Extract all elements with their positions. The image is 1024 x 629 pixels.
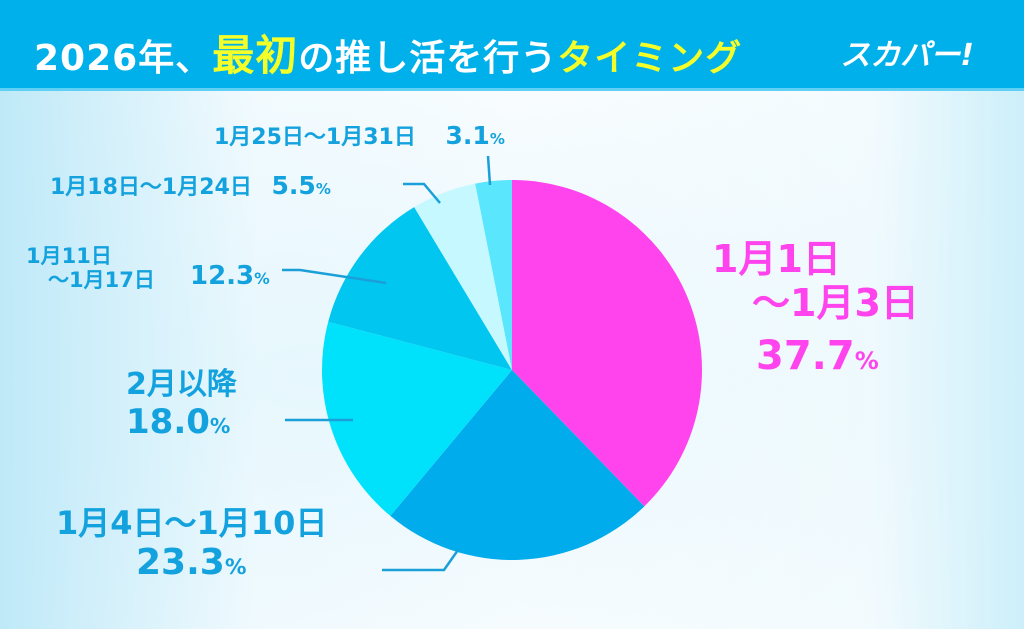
slice-label-3: 1月11日 ～1月17日 xyxy=(26,244,155,292)
label-line: 1月4日～1月10日 xyxy=(56,504,328,542)
leader-line xyxy=(282,268,387,285)
title-part: の推し活を行う xyxy=(298,38,558,79)
brand-logo: スカパー! xyxy=(840,38,974,73)
slice-label-4: 1月18日～1月24日 5.5% xyxy=(50,171,331,201)
pie-slice-4 xyxy=(414,183,512,370)
label-line: 1月11日 xyxy=(26,244,112,268)
pie-slice-2 xyxy=(322,321,512,516)
slice-value-4: 5.5% xyxy=(271,171,331,200)
chart-title: 2026年、最初の推し活を行うタイミング xyxy=(34,22,742,83)
slice-label-0: 1月1日 ～1月3日 37.7% xyxy=(712,237,919,380)
label-line: ～1月3日 xyxy=(752,280,919,325)
label-line: 1月18日～1月24日 xyxy=(50,175,252,200)
header-bar: 2026年、最初の推し活を行うタイミング スカパー! xyxy=(0,0,1024,91)
title-part: 2026年、 xyxy=(34,38,213,79)
pie-slice-1 xyxy=(390,370,645,560)
slice-value-2: 18.0% xyxy=(126,401,231,442)
leader-line xyxy=(486,155,492,186)
slice-label-5: 1月25日～1月31日 3.1% xyxy=(214,121,505,151)
slice-value-0: 37.7% xyxy=(756,333,879,380)
slice-label-2: 2月以降 18.0% xyxy=(126,367,237,442)
label-line: 1月1日 xyxy=(712,237,841,281)
title-highlight: タイミング xyxy=(557,38,743,79)
label-line: 1月25日～1月31日 xyxy=(214,125,416,150)
label-line: 2月以降 xyxy=(126,367,237,402)
leader-line xyxy=(382,549,460,572)
pie-slice-3 xyxy=(328,207,512,370)
pie-slice-0 xyxy=(512,180,703,507)
slice-value-1: 23.3% xyxy=(136,541,247,583)
slice-value-3: 12.3% xyxy=(190,261,270,291)
title-highlight: 最初 xyxy=(212,31,299,80)
slice-value-5: 3.1% xyxy=(445,121,505,150)
label-line: ～1月17日 xyxy=(48,268,155,293)
slice-label-1: 1月4日～1月10日 23.3% xyxy=(56,505,327,583)
pie-slice-5 xyxy=(475,180,512,370)
leader-line xyxy=(403,182,441,204)
